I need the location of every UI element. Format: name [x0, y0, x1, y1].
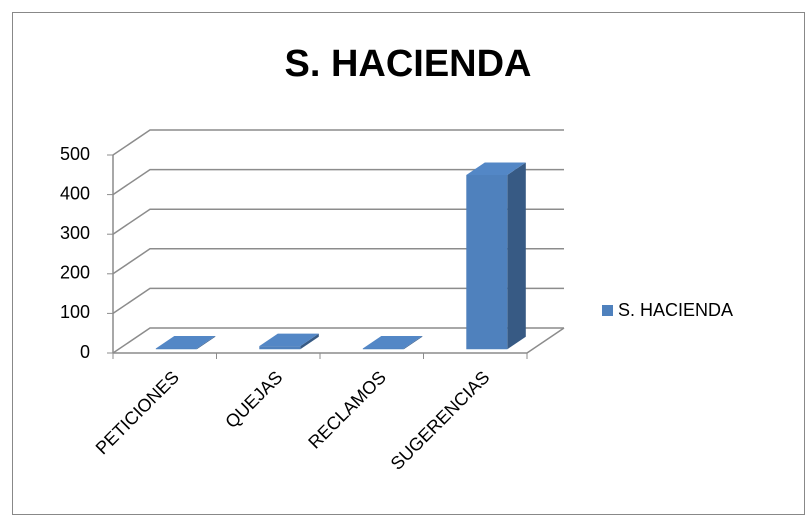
y-tick-label: 500: [60, 144, 90, 164]
bar-face: [362, 348, 404, 350]
grid-line: [112, 327, 564, 354]
grid-line: [112, 168, 564, 196]
grid-line: [112, 208, 564, 235]
bar-face: [259, 333, 319, 347]
legend-swatch: [602, 305, 613, 316]
bar-face: [259, 346, 301, 350]
bar-face: [362, 335, 423, 349]
grid-line: [112, 248, 564, 275]
bar-face: [155, 348, 197, 350]
bar-face: [466, 175, 508, 350]
chart-frame: [12, 12, 805, 515]
grid-line: [112, 287, 564, 315]
bar-face: [466, 162, 526, 176]
bar: [362, 335, 423, 350]
bar: [155, 335, 216, 350]
y-tick-label: 100: [60, 302, 90, 322]
y-tick-label: 0: [80, 342, 90, 362]
chart-title: S. HACIENDA: [284, 43, 531, 85]
bar-face: [507, 162, 526, 350]
bar: [259, 333, 319, 350]
bar: [466, 162, 526, 350]
bar-face: [403, 335, 423, 350]
y-tick-label: 400: [60, 183, 90, 203]
bar-face: [300, 333, 319, 350]
y-tick-label: 300: [60, 223, 90, 243]
grid-line: [112, 129, 564, 156]
bar-face: [196, 335, 216, 350]
bar-face: [155, 335, 216, 349]
legend-label: S. HACIENDA: [618, 300, 733, 320]
y-tick-label: 200: [60, 263, 90, 283]
